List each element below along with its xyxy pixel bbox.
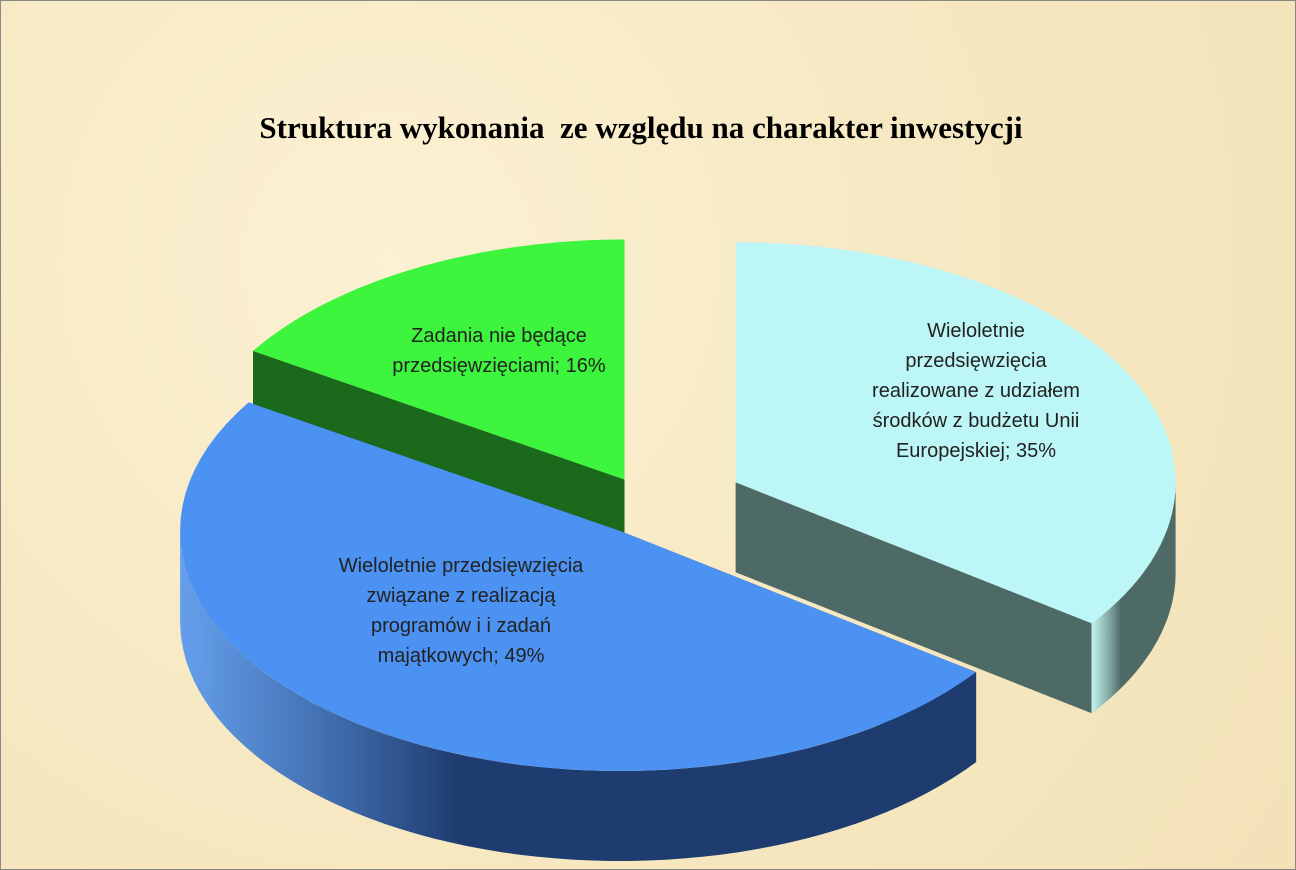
data-label: Wieloletnie przedsięwzięcia realizowane … bbox=[872, 320, 1080, 462]
slice-side-face bbox=[735, 482, 1092, 714]
chart-title: Struktura wykonania ze względu na charak… bbox=[259, 110, 1023, 145]
pie-slice bbox=[180, 402, 977, 771]
data-label: Wieloletnie przedsięwzięcia związane z r… bbox=[338, 555, 584, 667]
slice-wall bbox=[1091, 482, 1176, 714]
slice-wall bbox=[180, 531, 977, 861]
data-label: Zadania nie będące przedsięwzięciami; 16… bbox=[392, 325, 606, 377]
pie-slice bbox=[253, 239, 625, 480]
pie-slice bbox=[735, 242, 1176, 624]
